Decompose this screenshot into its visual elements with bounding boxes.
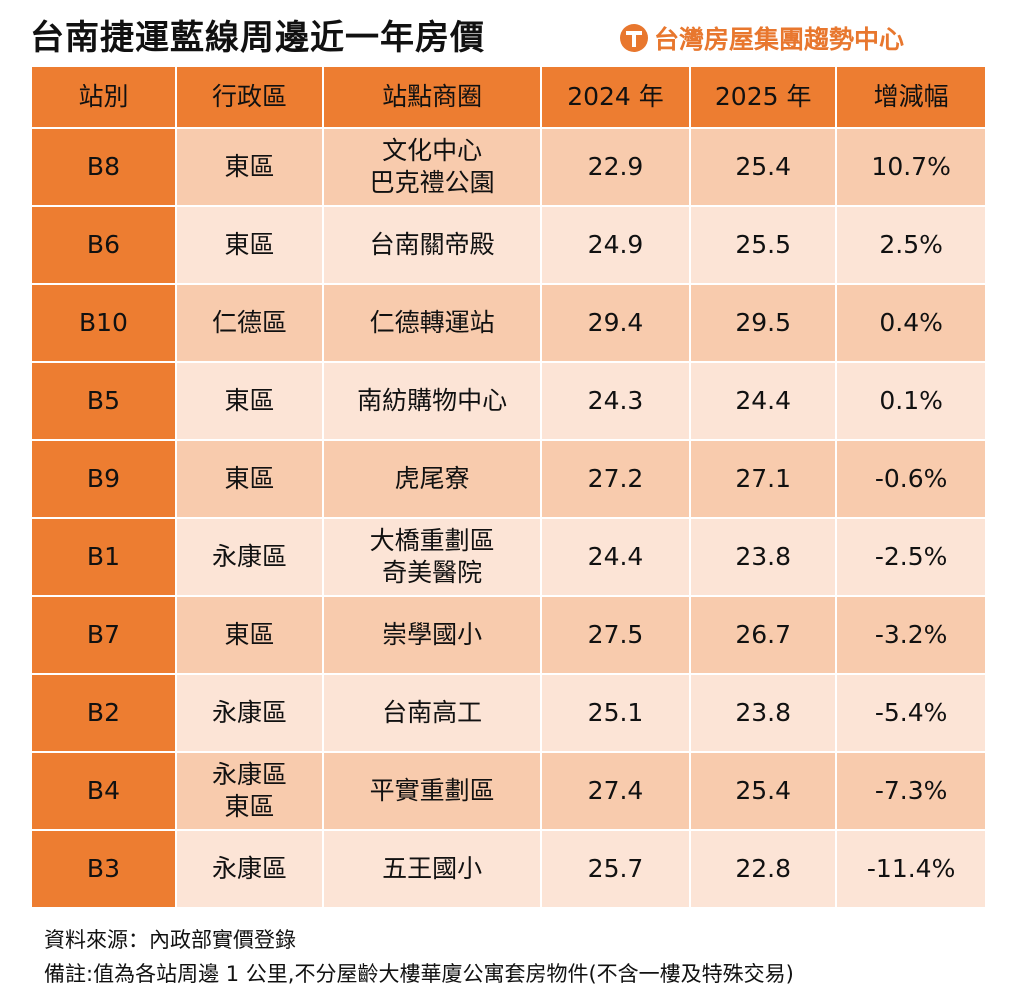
- table-row: B2 永康區 台南高工 25.1 23.8 -5.4%: [30, 673, 987, 753]
- price-2025-cell: 24.4: [689, 361, 838, 441]
- column-header: 站別: [30, 65, 177, 129]
- change-cell: 0.4%: [835, 283, 987, 363]
- station-cell: B2: [30, 673, 177, 753]
- price-2025-cell: 22.8: [689, 829, 838, 909]
- area-cell: 崇學國小: [322, 595, 542, 675]
- district-cell: 仁德區: [174, 283, 325, 363]
- table-row: B4 永康區 東區 平實重劃區 27.4 25.4 -7.3%: [30, 751, 987, 831]
- change-cell: 10.7%: [835, 127, 987, 207]
- price-2025-cell: 23.8: [689, 517, 838, 597]
- price-2025-cell: 25.4: [689, 751, 838, 831]
- price-2025-cell: 25.4: [689, 127, 838, 207]
- price-2024-cell: 27.5: [539, 595, 692, 675]
- column-header: 2025 年: [689, 65, 838, 129]
- table-row: B8 東區 文化中心 巴克禮公園 22.9 25.4 10.7%: [30, 127, 987, 207]
- table-row: B1 永康區 大橋重劃區 奇美醫院 24.4 23.8 -2.5%: [30, 517, 987, 597]
- column-header: 2024 年: [539, 65, 692, 129]
- station-cell: B4: [30, 751, 177, 831]
- price-2024-cell: 22.9: [539, 127, 692, 207]
- price-2024-cell: 24.3: [539, 361, 692, 441]
- district-cell: 東區: [174, 439, 325, 519]
- price-2025-cell: 25.5: [689, 205, 838, 285]
- price-2025-cell: 29.5: [689, 283, 838, 363]
- district-cell: 東區: [174, 361, 325, 441]
- district-cell: 東區: [174, 595, 325, 675]
- change-cell: -0.6%: [835, 439, 987, 519]
- table-row: B7 東區 崇學國小 27.5 26.7 -3.2%: [30, 595, 987, 675]
- change-cell: -11.4%: [835, 829, 987, 909]
- area-cell: 台南高工: [322, 673, 542, 753]
- price-2024-cell: 25.7: [539, 829, 692, 909]
- column-header: 行政區: [174, 65, 325, 129]
- table-row: B3 永康區 五王國小 25.7 22.8 -11.4%: [30, 829, 987, 909]
- district-cell: 永康區 東區: [174, 751, 325, 831]
- price-2024-cell: 24.9: [539, 205, 692, 285]
- price-2024-cell: 25.1: [539, 673, 692, 753]
- station-cell: B6: [30, 205, 177, 285]
- price-2024-cell: 27.2: [539, 439, 692, 519]
- station-cell: B1: [30, 517, 177, 597]
- area-cell: 文化中心 巴克禮公園: [322, 127, 542, 207]
- station-cell: B5: [30, 361, 177, 441]
- area-cell: 台南關帝殿: [322, 205, 542, 285]
- logo-text: 台灣房屋集團趨勢中心: [654, 25, 905, 54]
- change-cell: 2.5%: [835, 205, 987, 285]
- page-title: 台南捷運藍線周邊近一年房價: [30, 18, 485, 58]
- area-cell: 平實重劃區: [322, 751, 542, 831]
- district-cell: 永康區: [174, 517, 325, 597]
- change-cell: -5.4%: [835, 673, 987, 753]
- column-header: 增減幅: [835, 65, 987, 129]
- district-cell: 永康區: [174, 673, 325, 753]
- price-2025-cell: 23.8: [689, 673, 838, 753]
- change-cell: -2.5%: [835, 517, 987, 597]
- district-cell: 永康區: [174, 829, 325, 909]
- logo: 台灣房屋集團趨勢中心: [620, 20, 904, 56]
- price-2025-cell: 26.7: [689, 595, 838, 675]
- area-cell: 仁德轉運站: [322, 283, 542, 363]
- area-cell: 五王國小: [322, 829, 542, 909]
- remark-note: 備註:值為各站周邊 1 公里,不分屋齡大樓華廈公寓套房物件(不含一樓及特殊交易): [44, 962, 794, 986]
- table-row: B6 東區 台南關帝殿 24.9 25.5 2.5%: [30, 205, 987, 285]
- station-cell: B9: [30, 439, 177, 519]
- area-cell: 南紡購物中心: [322, 361, 542, 441]
- change-cell: 0.1%: [835, 361, 987, 441]
- price-2024-cell: 24.4: [539, 517, 692, 597]
- column-header: 站點商圈: [322, 65, 542, 129]
- table-header: 站別 行政區 站點商圈 2024 年 2025 年增減幅: [30, 65, 987, 129]
- change-cell: -3.2%: [835, 595, 987, 675]
- price-2024-cell: 29.4: [539, 283, 692, 363]
- station-cell: B10: [30, 283, 177, 363]
- area-cell: 虎尾寮: [322, 439, 542, 519]
- district-cell: 東區: [174, 205, 325, 285]
- station-cell: B7: [30, 595, 177, 675]
- table-row: B5 東區 南紡購物中心 24.3 24.4 0.1%: [30, 361, 987, 441]
- price-table: 站別 行政區 站點商圈 2024 年 2025 年增減幅 B8 東區 文化中心 巴克禮公園 2…: [30, 65, 987, 909]
- station-cell: B3: [30, 829, 177, 909]
- price-2025-cell: 27.1: [689, 439, 838, 519]
- logo-icon: [620, 24, 648, 52]
- table-row: B9 東區 虎尾寮 27.2 27.1 -0.6%: [30, 439, 987, 519]
- station-cell: B8: [30, 127, 177, 207]
- change-cell: -7.3%: [835, 751, 987, 831]
- table-row: B10 仁德區 仁德轉運站 29.4 29.5 0.4%: [30, 283, 987, 363]
- area-cell: 大橋重劃區 奇美醫院: [322, 517, 542, 597]
- source-note: 資料來源：內政部實價登錄: [44, 928, 296, 952]
- price-2024-cell: 27.4: [539, 751, 692, 831]
- district-cell: 東區: [174, 127, 325, 207]
